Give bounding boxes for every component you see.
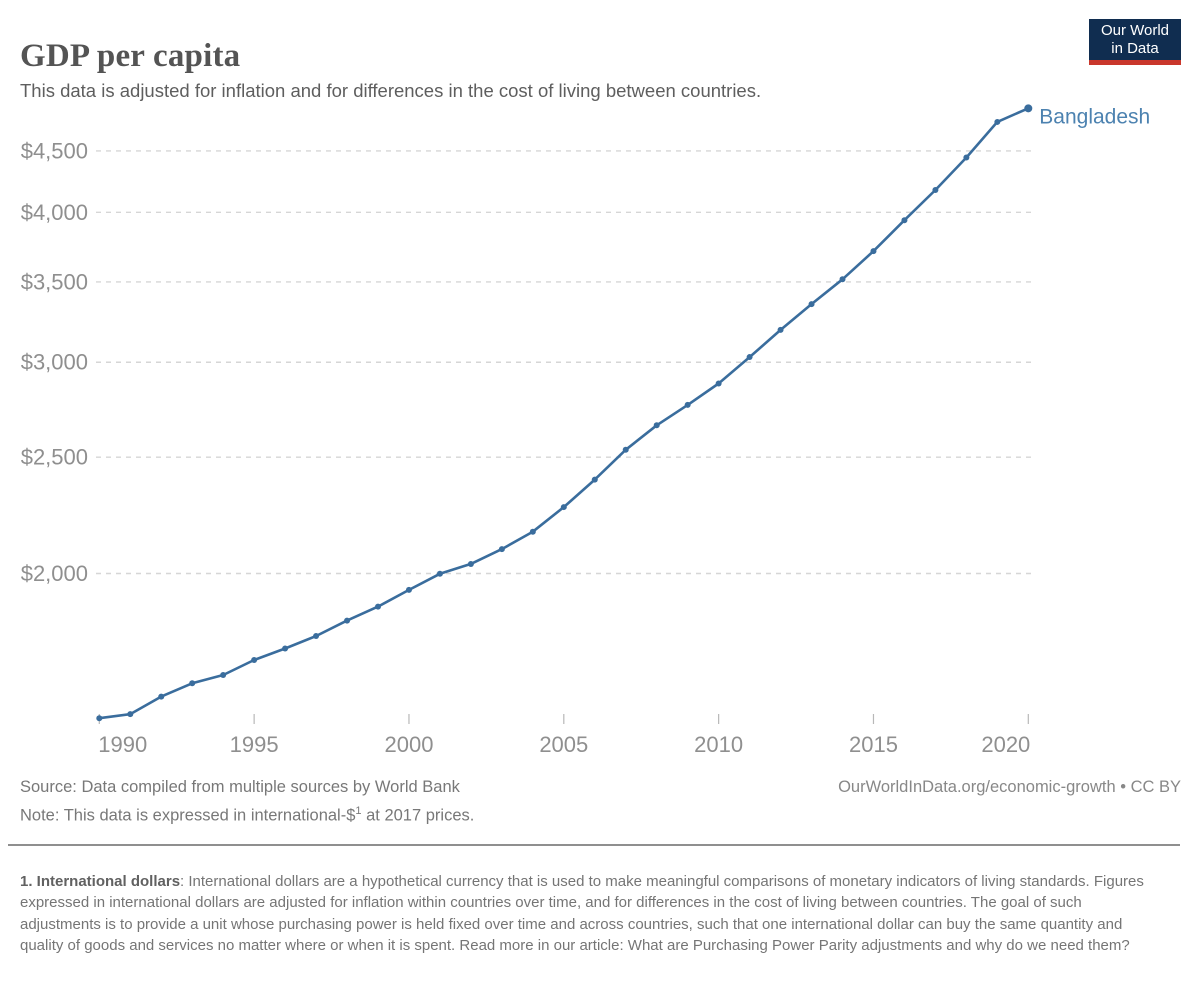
- data-point[interactable]: [653, 422, 660, 429]
- x-axis-label: 2000: [384, 732, 433, 757]
- owid-logo[interactable]: Our World in Data: [1089, 19, 1181, 65]
- data-point[interactable]: [963, 154, 970, 161]
- y-axis-label: $2,500: [21, 445, 88, 470]
- data-point[interactable]: [313, 632, 320, 639]
- data-point[interactable]: [715, 380, 722, 387]
- data-point[interactable]: [529, 528, 536, 535]
- y-axis-label: $4,000: [21, 200, 88, 225]
- footnote-marker: 1: [355, 804, 362, 817]
- data-point[interactable]: [746, 354, 753, 361]
- x-axis-label: 1995: [230, 732, 279, 757]
- note-line: Note: This data is expressed in internat…: [20, 804, 475, 825]
- owid-url-license[interactable]: OurWorldInData.org/economic-growth • CC …: [838, 778, 1181, 796]
- data-point[interactable]: [344, 617, 351, 624]
- data-point[interactable]: [932, 187, 939, 194]
- data-point[interactable]: [560, 504, 567, 511]
- y-axis-label: $2,000: [21, 561, 88, 586]
- data-point[interactable]: [375, 603, 381, 610]
- data-point[interactable]: [591, 476, 598, 483]
- y-axis-label: $4,500: [21, 138, 88, 163]
- series-line[interactable]: [98, 107, 1030, 720]
- data-point[interactable]: [1024, 104, 1033, 113]
- data-point[interactable]: [839, 276, 846, 283]
- data-point[interactable]: [994, 118, 1001, 125]
- footnote-term: 1. International dollars: [20, 873, 181, 890]
- data-point[interactable]: [901, 217, 908, 224]
- data-point[interactable]: [467, 560, 474, 567]
- x-axis-label: 2005: [539, 732, 588, 757]
- data-point[interactable]: [498, 546, 505, 553]
- footnote-text: 1. International dollars: International …: [20, 873, 1144, 954]
- data-point[interactable]: [189, 680, 196, 687]
- data-point[interactable]: [405, 586, 412, 593]
- data-point[interactable]: [282, 645, 289, 652]
- data-point[interactable]: [622, 446, 629, 453]
- x-axis-label: 2015: [849, 732, 898, 757]
- data-point[interactable]: [158, 693, 165, 700]
- data-point[interactable]: [808, 301, 815, 308]
- data-point[interactable]: [870, 248, 877, 255]
- source-note-block: Source: Data compiled from multiple sour…: [20, 776, 474, 828]
- chart-canvas: $2,000 $2,500 $3,000 $3,500 $4,000 $4,500 1990…: [21, 104, 1150, 757]
- footer-divider: [8, 844, 1180, 846]
- data-point[interactable]: [127, 711, 134, 718]
- data-point[interactable]: [96, 715, 103, 722]
- owid-logo-line1: Our World: [1100, 21, 1170, 39]
- owid-logo-line2: in Data: [1111, 39, 1159, 57]
- data-point[interactable]: [777, 326, 784, 333]
- data-point[interactable]: [436, 570, 443, 577]
- y-axis-label: $3,000: [21, 350, 88, 375]
- owid-logo-red-bar: [1089, 60, 1181, 65]
- series-entity-label[interactable]: Bangladesh: [1039, 105, 1150, 128]
- source-line: Source: Data compiled from multiple sour…: [20, 778, 460, 796]
- data-point[interactable]: [251, 657, 258, 664]
- y-axis-label: $3,500: [21, 269, 88, 294]
- data-point[interactable]: [220, 671, 227, 678]
- x-axis-label: 1990: [98, 732, 147, 757]
- x-axis-label: 2010: [694, 732, 743, 757]
- x-axis-label: 2020: [981, 732, 1030, 757]
- data-point[interactable]: [684, 401, 691, 408]
- page-title: GDP per capita: [20, 38, 241, 75]
- chart-subtitle: This data is adjusted for inflation and …: [20, 79, 762, 101]
